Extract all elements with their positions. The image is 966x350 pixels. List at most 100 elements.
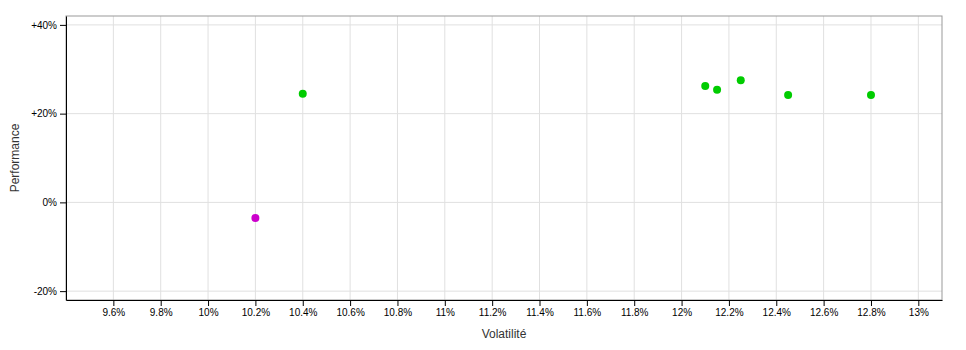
y-axis-line — [66, 17, 67, 301]
y-tick: +40% — [31, 20, 66, 31]
grid-line-x — [870, 16, 871, 300]
x-tick-label: 12.8% — [857, 307, 885, 318]
x-tick: 10.4% — [289, 300, 317, 318]
x-tick-label: 10.6% — [336, 307, 364, 318]
y-axis: -20% 0% +20% +40% — [31, 17, 66, 301]
grid — [66, 16, 942, 300]
y-tick: 0% — [43, 197, 66, 208]
x-tick-mark — [918, 300, 919, 306]
grid-line-y — [66, 24, 942, 25]
plot-frame — [66, 16, 942, 300]
y-tick: +20% — [31, 108, 66, 119]
x-tick-mark — [492, 300, 493, 306]
x-tick-label: 12.6% — [810, 307, 838, 318]
grid-line-x — [255, 16, 256, 300]
grid-line-x — [350, 16, 351, 300]
x-axis-title: Volatilité — [482, 327, 527, 341]
x-tick: 11.2% — [479, 300, 507, 318]
x-tick-mark — [397, 300, 398, 306]
x-tick-mark — [634, 300, 635, 306]
x-tick-mark — [824, 300, 825, 306]
y-tick-mark — [60, 114, 66, 115]
point — [299, 90, 307, 98]
grid-line-y — [66, 291, 942, 292]
grid-line-x — [208, 16, 209, 300]
x-tick-label: 11.6% — [574, 307, 602, 318]
point — [713, 86, 721, 94]
point — [251, 214, 259, 222]
x-tick: 10% — [199, 300, 219, 318]
y-tick-label: 0% — [43, 197, 58, 208]
x-tick-mark — [445, 300, 446, 306]
x-tick: 11.8% — [621, 300, 649, 318]
point — [867, 91, 875, 99]
series — [299, 76, 875, 99]
points — [251, 76, 875, 222]
grid-line-x — [160, 16, 161, 300]
x-tick-label: 9.6% — [102, 307, 125, 318]
x-tick: 11.6% — [574, 300, 602, 318]
grid-line-x — [776, 16, 777, 300]
grid-line-x — [634, 16, 635, 300]
point — [737, 76, 745, 84]
x-tick: 12.2% — [715, 300, 743, 318]
x-tick-mark — [871, 300, 872, 306]
x-tick-mark — [776, 300, 777, 306]
x-tick: 10.8% — [384, 300, 412, 318]
grid-line-x — [397, 16, 398, 300]
y-tick: -20% — [34, 286, 66, 297]
x-tick-mark — [587, 300, 588, 306]
grid-line-x — [728, 16, 729, 300]
grid-line-x — [444, 16, 445, 300]
x-tick-label: 10% — [199, 307, 219, 318]
x-tick-label: 11.8% — [621, 307, 649, 318]
x-tick-label: 10.8% — [384, 307, 412, 318]
x-tick-label: 11.4% — [526, 307, 554, 318]
x-tick-mark — [208, 300, 209, 306]
x-tick-label: 10.4% — [289, 307, 317, 318]
x-tick: 12.6% — [810, 300, 838, 318]
x-tick: 9.8% — [150, 300, 173, 318]
y-tick-mark — [60, 25, 66, 26]
point — [701, 82, 709, 90]
x-tick-mark — [113, 300, 114, 306]
x-tick: 10.6% — [336, 300, 364, 318]
x-tick-mark — [729, 300, 730, 306]
grid-line-x — [492, 16, 493, 300]
x-tick: 12.4% — [763, 300, 791, 318]
x-tick-mark — [682, 300, 683, 306]
x-tick: 11% — [436, 300, 455, 318]
chart-svg: 9.6% 9.8% 10% 10.2% 10.4% 10.6% 10.8% 11% 11.2% 1… — [0, 0, 966, 350]
x-tick: 12% — [672, 300, 692, 318]
x-axis: 9.6% 9.8% 10% 10.2% 10.4% 10.6% 10.8% 11% 11.2% 1… — [67, 300, 943, 318]
x-tick: 9.6% — [102, 300, 125, 318]
x-tick-label: 12.4% — [763, 307, 791, 318]
grid-line-x — [302, 16, 303, 300]
grid-line-x — [586, 16, 587, 300]
x-tick: 11.4% — [526, 300, 554, 318]
x-tick-label: 13% — [909, 307, 929, 318]
x-tick-label: 12% — [672, 307, 692, 318]
x-tick-label: 11% — [436, 307, 455, 318]
grid-line-x — [539, 16, 540, 300]
y-axis-title: Performance — [8, 123, 22, 192]
x-tick-label: 12.2% — [715, 307, 743, 318]
grid-line-x — [918, 16, 919, 300]
x-tick: 10.2% — [242, 300, 270, 318]
grid-line-x — [113, 16, 114, 300]
x-tick-label: 10.2% — [242, 307, 270, 318]
grid-line-x — [823, 16, 824, 300]
x-tick-mark — [540, 300, 541, 306]
x-tick-label: 9.8% — [150, 307, 173, 318]
point — [784, 91, 792, 99]
x-tick-mark — [161, 300, 162, 306]
x-tick: 13% — [909, 300, 929, 318]
grid-line-y — [66, 113, 942, 114]
y-tick-label: +20% — [31, 108, 57, 119]
x-tick: 12.8% — [857, 300, 885, 318]
x-tick-mark — [255, 300, 256, 306]
series — [251, 214, 259, 222]
x-tick-label: 11.2% — [479, 307, 507, 318]
x-tick-mark — [350, 300, 351, 306]
x-tick-mark — [303, 300, 304, 306]
